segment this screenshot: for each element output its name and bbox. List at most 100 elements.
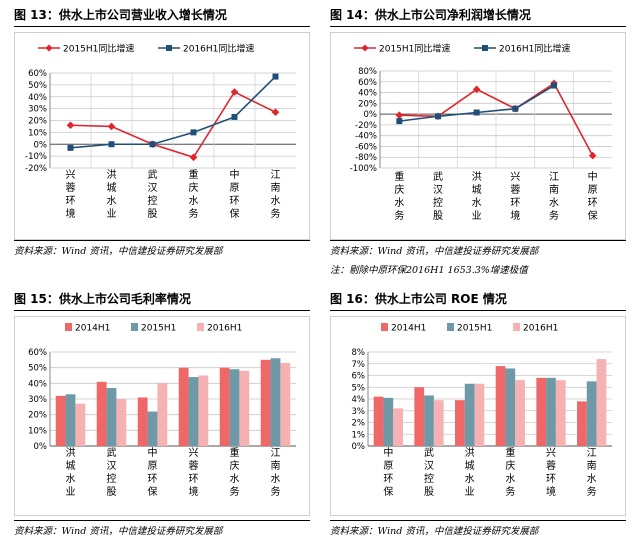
x-tick-label-char: 务 <box>271 207 281 220</box>
fig13-title-rule <box>14 26 310 27</box>
x-tick-label-char: 原 <box>383 460 393 472</box>
x-tick-label-char: 环 <box>510 198 520 209</box>
x-tick-label-char: 重 <box>189 168 199 181</box>
legend-swatch <box>513 323 520 331</box>
point-diamond <box>588 151 597 160</box>
x-tick-label-char: 保 <box>230 207 240 220</box>
legend-swatch <box>131 323 138 331</box>
x-tick-label-char: 兴 <box>546 447 556 459</box>
x-tick-label-char: 南 <box>271 181 281 194</box>
bar <box>178 367 189 446</box>
x-tick-label-char: 城 <box>465 460 475 472</box>
x-tick-label-char: 水 <box>271 195 281 207</box>
y-tick-label: 6% <box>352 372 366 382</box>
x-tick-label-char: 蓉 <box>66 181 76 194</box>
x-tick-label-char: 原 <box>230 182 240 194</box>
x-tick-label-char: 水 <box>394 197 404 209</box>
y-tick-label: 7% <box>352 360 366 370</box>
bar <box>65 394 76 446</box>
bar <box>260 359 271 446</box>
point-square <box>396 118 403 125</box>
point-square <box>67 144 74 151</box>
x-tick-label-char: 环 <box>189 474 199 485</box>
x-tick-label-char: 水 <box>189 195 199 207</box>
x-tick-label-char: 控 <box>107 472 117 485</box>
y-tick-label: 40% <box>28 93 47 103</box>
legend-swatch <box>197 323 204 331</box>
x-tick-label-char: 水 <box>271 473 281 485</box>
x-tick-label-char: 环 <box>588 198 598 209</box>
legend-marker-square <box>166 45 172 51</box>
x-tick-label-char: 股 <box>424 486 434 498</box>
y-tick-label: 20% <box>28 117 47 127</box>
legend-label: 2016H1同比增速 <box>499 43 570 55</box>
x-tick-label-char: 股 <box>107 486 117 498</box>
y-tick-label: 0% <box>364 110 378 120</box>
legend-label: 2015H1 <box>141 324 176 334</box>
x-tick-label-char: 南 <box>549 183 559 196</box>
fig15-source-rule <box>14 520 310 521</box>
bar <box>157 383 168 446</box>
bar <box>219 367 230 446</box>
x-tick-label-char: 汉 <box>107 460 117 472</box>
x-tick-label-char: 境 <box>546 485 556 498</box>
x-tick-label-char: 兴 <box>66 169 76 181</box>
bar <box>106 388 117 446</box>
x-tick-label-char: 重 <box>394 170 404 183</box>
y-tick-label: 30% <box>28 105 47 115</box>
point-diamond <box>189 153 198 162</box>
bar <box>383 397 394 446</box>
y-tick-label: 10% <box>28 128 47 138</box>
legend-marker-square <box>482 45 488 51</box>
y-tick-label: 60% <box>28 348 47 358</box>
series-line <box>70 75 277 149</box>
bar <box>515 380 525 446</box>
x-tick-label-char: 蓉 <box>546 459 556 472</box>
x-tick-label-char: 业 <box>472 210 482 222</box>
legend-label: 2016H1 <box>207 324 242 334</box>
x-tick-label-char: 境 <box>189 485 199 498</box>
point-diamond <box>230 88 239 96</box>
x-tick-label-char: 务 <box>549 209 559 222</box>
y-tick-label: -40% <box>355 132 377 142</box>
point-square <box>149 141 156 148</box>
y-tick-label: 0% <box>34 140 48 150</box>
y-tick-label: 20% <box>358 99 377 109</box>
x-tick-label-char: 控 <box>424 472 434 485</box>
x-tick-label-char: 庆 <box>189 181 199 194</box>
x-tick-label-char: 庆 <box>230 459 240 472</box>
x-tick-label-char: 洪 <box>107 169 117 181</box>
bar <box>596 359 607 446</box>
fig15-title: 图 15：供水上市公司毛利率情况 <box>14 292 191 306</box>
fig16-source: 资料来源：Wind 资讯，中信建投证券研究发展部 <box>330 526 539 537</box>
x-tick-label-char: 蓉 <box>189 459 199 472</box>
fig16-source-rule <box>330 520 626 521</box>
y-tick-label: 80% <box>358 67 377 77</box>
x-tick-label-char: 兴 <box>510 171 520 183</box>
bar <box>270 358 281 446</box>
bar <box>147 411 158 446</box>
x-tick-label-char: 业 <box>465 486 475 498</box>
x-tick-label-char: 中 <box>148 446 158 459</box>
bar <box>505 368 516 446</box>
fig15-source: 资料来源：Wind 资讯，中信建投证券研究发展部 <box>14 526 223 537</box>
y-tick-label: 40% <box>358 89 377 99</box>
fig14-title-rule <box>330 26 626 27</box>
x-tick-label-char: 环 <box>66 196 76 207</box>
point-diamond <box>66 121 75 130</box>
x-tick-label-char: 城 <box>107 182 117 194</box>
fig13-chart-frame <box>14 32 310 240</box>
y-tick-label: 0% <box>352 442 366 452</box>
point-square <box>435 113 441 120</box>
point-square <box>272 73 279 80</box>
fig16-title-rule <box>330 310 626 311</box>
point-diamond <box>107 122 116 131</box>
y-tick-label: -80% <box>355 153 377 163</box>
y-tick-label: 40% <box>28 379 47 389</box>
legend-marker-diamond <box>45 44 53 52</box>
bar <box>546 377 556 446</box>
x-tick-label-char: 水 <box>587 473 597 485</box>
